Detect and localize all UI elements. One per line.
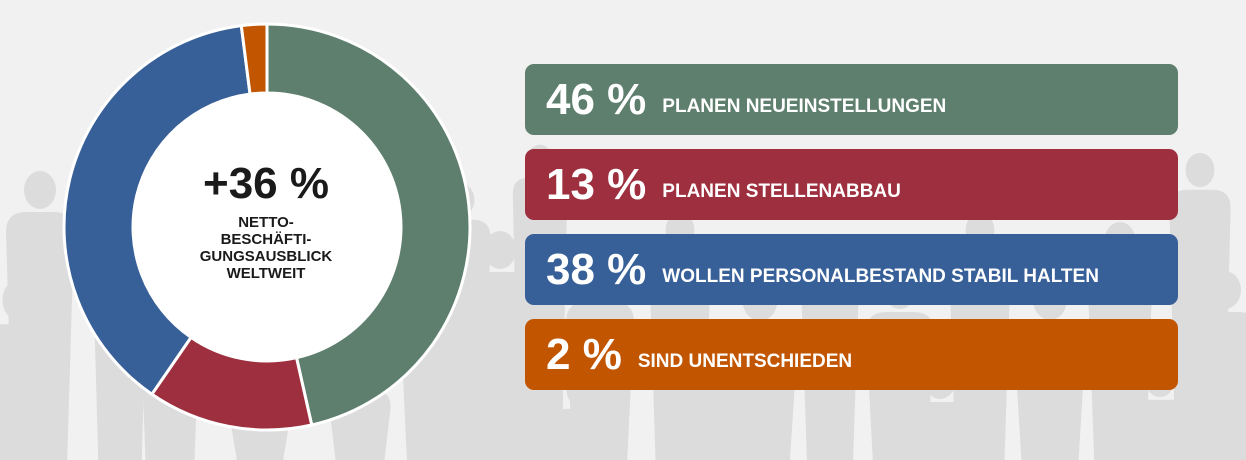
- legend-value: 13 %: [546, 159, 647, 209]
- legend-value: 2 %: [546, 329, 622, 379]
- legend-label: SIND UNENTSCHIEDEN: [637, 350, 853, 372]
- legend-label: PLANEN NEUEINSTELLUNGEN: [662, 95, 947, 117]
- legend-item-stellenabbau: 13 % PLANEN STELLENABBAU: [525, 149, 1178, 220]
- legend-item-unentschieden: 2 % SIND UNENTSCHIEDEN: [525, 319, 1178, 390]
- donut-slices: [62, 22, 472, 432]
- donut-center-hole: [133, 93, 401, 361]
- donut-chart: [62, 22, 472, 432]
- legend-value: 46 %: [546, 74, 647, 124]
- legend-label: WOLLEN PERSONALBESTAND STABIL HALTEN: [662, 265, 1099, 287]
- legend-item-neueinstellungen: 46 % PLANEN NEUEINSTELLUNGEN: [525, 64, 1178, 135]
- silhouette-person: [0, 279, 58, 460]
- center-label: NETTO- BESCHÄFTI- GUNGSAUSBLICK WELTWEIT: [199, 214, 333, 282]
- center-summary: +36 % NETTO- BESCHÄFTI- GUNGSAUSBLICK WE…: [134, 159, 398, 283]
- legend-item-stabil: 38 % WOLLEN PERSONALBESTAND STABIL HALTE…: [525, 234, 1178, 305]
- center-value: +36 %: [203, 159, 329, 208]
- silhouette-person: [1191, 271, 1246, 460]
- legend-value: 38 %: [546, 244, 647, 294]
- legend: 46 % PLANEN NEUEINSTELLUNGEN 13 % PLANEN…: [525, 64, 1178, 404]
- legend-label: PLANEN STELLENABBAU: [662, 180, 901, 202]
